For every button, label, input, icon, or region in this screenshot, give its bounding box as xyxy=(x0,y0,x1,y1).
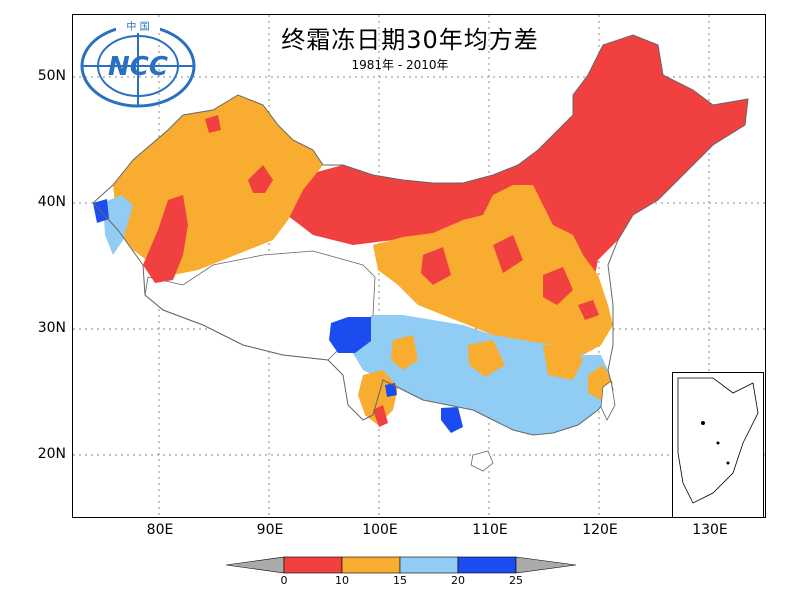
legend-bin-lightblue xyxy=(399,556,459,574)
region-orange-central xyxy=(373,185,613,355)
map-title: 终霜冻日期30年均方差 xyxy=(281,26,539,54)
region-red-yunnan xyxy=(373,405,388,427)
x-tick-label: 100E xyxy=(362,522,398,538)
legend-label: 15 xyxy=(393,574,407,587)
south-china-sea-inset xyxy=(672,372,764,518)
legend-over-arrow xyxy=(515,556,576,574)
region-red-north xyxy=(287,35,748,300)
y-tick-label: 40N xyxy=(37,194,66,210)
x-tick-label: 80E xyxy=(146,522,174,538)
region-blue-yunnan xyxy=(385,383,397,397)
map-subtitle: 1981年 - 2010年 xyxy=(351,58,449,72)
region-red-xinjiang-south xyxy=(143,195,188,283)
y-tick-label: 30N xyxy=(37,320,66,336)
map-svg xyxy=(73,15,765,517)
region-red-central-4 xyxy=(578,300,599,320)
region-orange-south-3 xyxy=(543,345,583,380)
legend-label: 10 xyxy=(335,574,349,587)
x-tick-label: 90E xyxy=(256,522,284,538)
region-red-central-3 xyxy=(543,267,573,305)
china-border xyxy=(92,34,749,436)
region-red-xinjiang-top xyxy=(205,115,221,133)
region-blue-tibet xyxy=(329,317,371,353)
region-orange-south-1 xyxy=(391,335,418,370)
logo-text: NCC xyxy=(108,52,168,82)
legend-bin-red xyxy=(283,556,343,574)
region-blue-guangxi xyxy=(441,407,463,433)
map-frame xyxy=(72,14,766,518)
color-legend xyxy=(226,556,576,574)
legend-under-arrow xyxy=(226,556,285,574)
hainan-island xyxy=(470,450,494,472)
legend-label: 20 xyxy=(451,574,465,587)
x-tick-label: 130E xyxy=(692,522,728,538)
region-lightblue-kashgar xyxy=(103,195,133,255)
y-tick-label: 50N xyxy=(37,68,66,84)
taiwan-island xyxy=(600,380,616,421)
ncc-logo: 中 国 NCC xyxy=(78,18,198,114)
region-orange-south-2 xyxy=(468,340,505,377)
legend-bin-orange xyxy=(341,556,401,574)
logo-top-text: 中 国 xyxy=(116,18,160,33)
legend-bin-blue xyxy=(457,556,517,574)
region-red-xinjiang-north xyxy=(248,165,273,193)
x-tick-label: 120E xyxy=(582,522,618,538)
y-tick-label: 20N xyxy=(37,446,66,462)
legend-label: 25 xyxy=(509,574,523,587)
x-tick-label: 110E xyxy=(472,522,508,538)
region-red-central-1 xyxy=(421,247,451,285)
legend-label: 0 xyxy=(280,574,288,587)
region-red-central-2 xyxy=(493,235,523,273)
